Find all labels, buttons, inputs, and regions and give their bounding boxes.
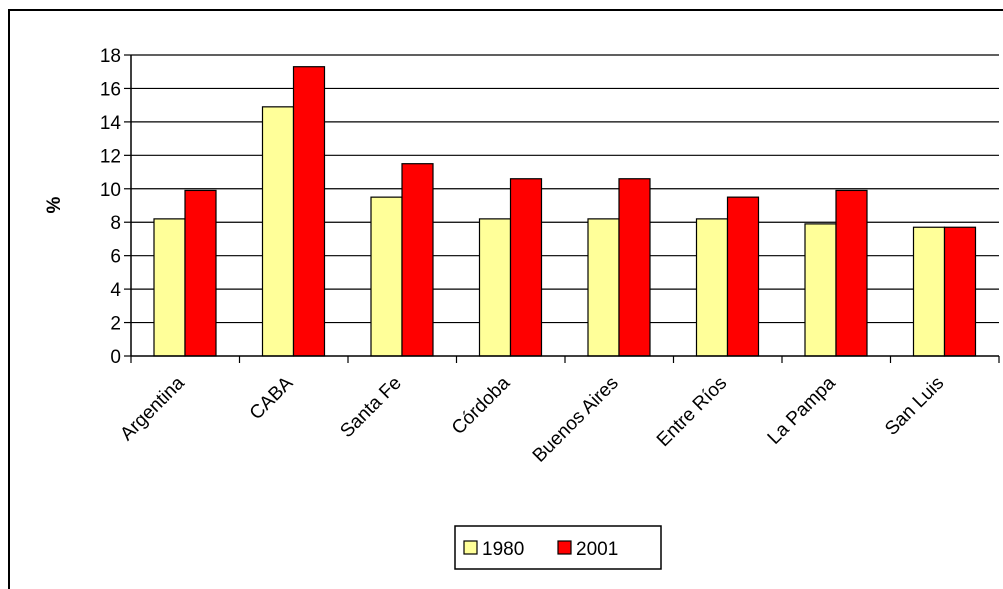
x-tick-label: Entre Ríos bbox=[653, 373, 731, 451]
bar-2001-la-pampa bbox=[835, 189, 868, 357]
bars bbox=[153, 66, 977, 357]
bar-1980-entre-ríos bbox=[695, 218, 729, 357]
y-axis-label: % bbox=[44, 196, 65, 213]
y-tick-label: 18 bbox=[100, 46, 121, 67]
bar-2001-santa-fe bbox=[401, 163, 434, 357]
y-tick-label: 10 bbox=[100, 180, 121, 201]
bar-1980-córdoba bbox=[478, 218, 512, 357]
bar-2001-san-luis bbox=[943, 226, 977, 357]
bar-1980-la-pampa bbox=[804, 223, 837, 357]
legend-label: 1980 bbox=[482, 539, 524, 560]
chart-frame bbox=[8, 9, 1003, 589]
y-tick-label: 2 bbox=[110, 314, 121, 335]
bar-1980-santa-fe bbox=[370, 196, 403, 357]
legend-swatch-1980 bbox=[463, 540, 478, 555]
bar-1980-san-luis bbox=[912, 226, 946, 357]
bar-1980-buenos-aires bbox=[587, 218, 620, 357]
x-tick-label: CABA bbox=[246, 372, 298, 424]
x-tick-label: Buenos Aires bbox=[529, 373, 623, 467]
x-tick-label: La Pampa bbox=[764, 372, 840, 448]
x-tick-label: Córdoba bbox=[448, 372, 515, 439]
y-tick-label: 16 bbox=[100, 79, 121, 100]
legend-swatch-2001 bbox=[557, 540, 572, 555]
bar-1980-argentina bbox=[153, 218, 186, 357]
bar-1980-caba bbox=[261, 106, 295, 357]
y-tick-label: 12 bbox=[100, 146, 121, 167]
legend-label: 2001 bbox=[576, 539, 618, 560]
legend: 1980 2001 bbox=[454, 525, 662, 570]
y-tick-label: 4 bbox=[110, 280, 121, 301]
bar-2001-caba bbox=[292, 66, 326, 357]
bar-2001-entre-ríos bbox=[726, 196, 760, 357]
y-tick-label: 6 bbox=[110, 247, 121, 268]
y-tick-label: 8 bbox=[110, 213, 121, 234]
gridlines bbox=[131, 54, 999, 324]
bar-2001-argentina bbox=[184, 189, 217, 357]
y-tick-label: 0 bbox=[110, 347, 121, 368]
axes bbox=[124, 54, 1000, 363]
y-tick-label: 14 bbox=[100, 113, 122, 134]
bar-2001-buenos-aires bbox=[618, 178, 651, 357]
x-tick-label: Argentina bbox=[116, 372, 189, 445]
bar-2001-córdoba bbox=[509, 178, 543, 357]
x-tick-label: San Luis bbox=[881, 373, 948, 440]
x-tick-label: Santa Fe bbox=[336, 373, 405, 442]
